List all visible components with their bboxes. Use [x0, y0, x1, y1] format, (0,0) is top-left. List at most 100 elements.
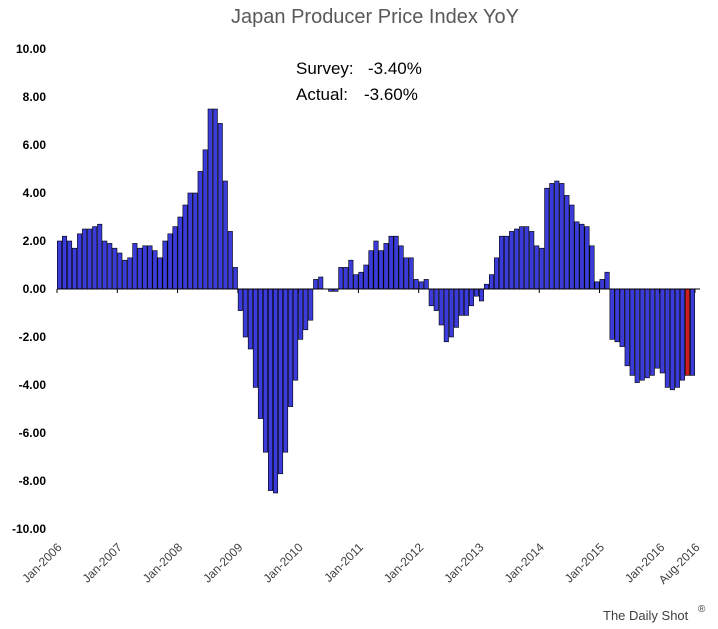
- bar: [192, 192, 198, 290]
- bar: [308, 288, 314, 321]
- bar: [383, 243, 389, 290]
- y-tick-label: 4.00: [23, 186, 47, 200]
- bar: [273, 288, 279, 494]
- y-tick-label: -6.00: [19, 426, 47, 440]
- bar: [619, 288, 625, 347]
- bar: [654, 288, 660, 369]
- bar: [82, 228, 88, 290]
- bar: [262, 288, 268, 453]
- bar: [252, 288, 258, 388]
- bar: [519, 226, 525, 290]
- bar: [589, 245, 595, 290]
- x-tick-label: Jan-2009: [200, 540, 246, 586]
- bar: [232, 267, 238, 290]
- bar: [413, 279, 419, 290]
- bar: [257, 288, 263, 419]
- bar: [358, 271, 364, 290]
- bar: [514, 228, 520, 290]
- bar: [283, 288, 289, 453]
- bar: [117, 252, 123, 290]
- bar: [102, 240, 108, 290]
- bar: [67, 240, 73, 290]
- bar: [624, 288, 630, 367]
- x-axis-labels: Jan-2006 Jan-2007 Jan-2008 Jan-2009 Jan-2010…: [19, 540, 702, 587]
- bar: [679, 288, 685, 381]
- bar: [338, 267, 344, 290]
- bar: [408, 257, 414, 290]
- bar: [288, 288, 294, 407]
- bar: [674, 288, 680, 388]
- bar: [639, 288, 645, 381]
- bar: [77, 233, 83, 290]
- bar: [554, 180, 560, 290]
- bar: [549, 183, 555, 290]
- bar: [373, 240, 379, 290]
- x-tick-label: Jan-2013: [441, 540, 487, 586]
- y-tick-label: 8.00: [23, 90, 47, 104]
- bar: [318, 276, 324, 290]
- bar: [72, 247, 78, 290]
- bar: [529, 231, 535, 290]
- bar: [237, 288, 243, 311]
- bar: [353, 274, 359, 290]
- bar: [398, 245, 404, 290]
- bar: [649, 288, 655, 376]
- bar: [504, 235, 510, 290]
- bar: [378, 250, 384, 290]
- bar: [278, 288, 284, 475]
- chart-title: Japan Producer Price Index YoY: [231, 6, 519, 28]
- bar: [127, 257, 133, 290]
- bar: [212, 108, 218, 290]
- bar: [62, 235, 68, 290]
- bar: [614, 288, 620, 343]
- y-tick-label: -2.00: [19, 330, 47, 344]
- bar: [524, 226, 530, 290]
- bar: [348, 259, 354, 290]
- bar: [162, 240, 168, 290]
- bar: [584, 226, 590, 290]
- bar: [247, 288, 253, 350]
- actual-value: -3.60%: [364, 85, 418, 104]
- bar: [368, 250, 374, 290]
- bar: [594, 281, 600, 290]
- bar: [689, 288, 695, 376]
- bar: [463, 288, 469, 316]
- bar: [187, 192, 193, 290]
- bar: [564, 195, 570, 290]
- bar: [132, 243, 138, 290]
- bar: [609, 288, 615, 340]
- bar: [629, 288, 635, 376]
- bar: [433, 288, 439, 311]
- bar: [177, 216, 183, 290]
- survey-label: Survey:: [296, 59, 354, 78]
- bar: [112, 247, 118, 290]
- y-tick-label: -8.00: [19, 474, 47, 488]
- bar: [227, 231, 233, 290]
- bar: [388, 235, 394, 290]
- bar: [458, 288, 464, 316]
- bar: [418, 281, 424, 290]
- bar: [343, 267, 349, 290]
- credit-text: The Daily Shot: [603, 608, 689, 623]
- bar: [202, 149, 208, 290]
- bar: [97, 223, 103, 290]
- bar: [222, 180, 228, 290]
- bar: [574, 221, 580, 290]
- bar: [423, 279, 429, 290]
- x-tick-label: Jan-2011: [321, 540, 366, 585]
- credit-registered-mark: ®: [698, 604, 706, 615]
- x-tick-label: Jan-2008: [140, 540, 186, 586]
- bar: [659, 288, 665, 374]
- x-tick-label: Jan-2015: [562, 540, 608, 586]
- bar: [544, 187, 550, 290]
- bar: [303, 288, 309, 331]
- bar: [483, 283, 490, 290]
- survey-value: -3.40%: [368, 59, 422, 78]
- x-tick-label: Jan-2014: [502, 540, 548, 586]
- bar: [152, 250, 158, 290]
- bar: [438, 288, 444, 326]
- bar: [478, 288, 484, 302]
- bar: [428, 288, 434, 307]
- bar: [298, 288, 304, 340]
- bar: [142, 245, 148, 290]
